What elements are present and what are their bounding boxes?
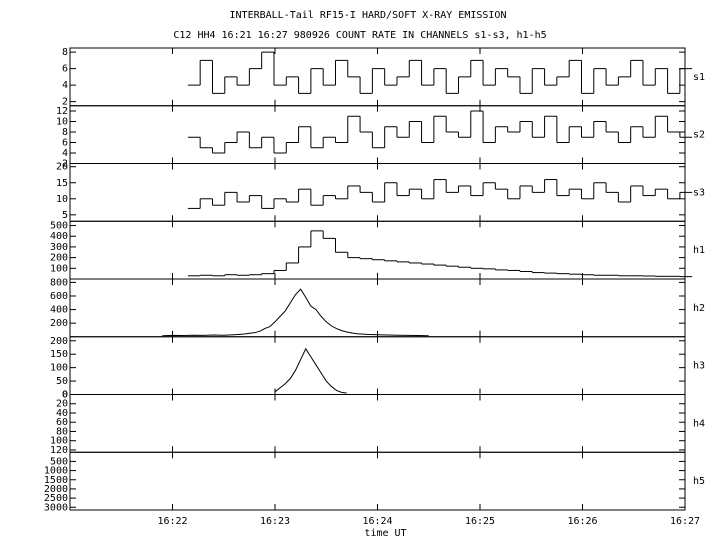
- y-tick-label: 400: [50, 305, 68, 316]
- step-riser: [199, 179, 681, 209]
- y-tick-label: 6: [62, 64, 68, 75]
- y-tick-label: 50: [56, 376, 68, 387]
- y-tick-label: 500: [50, 221, 68, 232]
- x-tick-label: 16:24: [362, 516, 392, 527]
- y-tick-label: 1500: [44, 475, 68, 486]
- y-tick-label: 2000: [44, 484, 68, 495]
- y-tick-label: 60: [56, 417, 68, 428]
- x-tick-label: 16:26: [567, 516, 597, 527]
- panel-label: h1: [693, 245, 705, 256]
- y-tick-label: 1000: [44, 466, 68, 477]
- y-tick-label: 20: [56, 399, 68, 410]
- panel-label: s2: [693, 130, 705, 141]
- y-tick-label: 100: [50, 263, 68, 274]
- panel-label: s1: [693, 72, 705, 83]
- y-tick-label: 150: [50, 349, 68, 360]
- y-tick-label: 100: [50, 436, 68, 447]
- y-tick-label: 200: [50, 336, 68, 347]
- y-tick-label: 80: [56, 426, 68, 437]
- y-tick-label: 100: [50, 363, 68, 374]
- x-axis-label: time UT: [364, 528, 406, 539]
- y-tick-label: 4: [62, 148, 68, 159]
- y-tick-label: 10: [56, 117, 68, 128]
- step-riser: [199, 52, 681, 94]
- y-tick-label: 4: [62, 80, 68, 91]
- y-tick-label: 200: [50, 253, 68, 264]
- y-tick-label: 12: [56, 106, 68, 117]
- y-tick-label: 20: [56, 162, 68, 173]
- y-tick-label: 10: [56, 194, 68, 205]
- y-tick-label: 5: [62, 210, 68, 221]
- y-tick-label: 6: [62, 138, 68, 149]
- data-line: [162, 288, 429, 337]
- chart-title: INTERBALL-Tail RF15-I HARD/SOFT X-RAY EM…: [230, 10, 507, 21]
- y-tick-label: 120: [50, 445, 68, 456]
- y-tick-label: 15: [56, 178, 68, 189]
- y-tick-label: 500: [50, 456, 68, 467]
- panel-label: s3: [693, 187, 705, 198]
- y-tick-label: 300: [50, 242, 68, 253]
- y-tick-label: 600: [50, 291, 68, 302]
- y-tick-label: 8: [62, 127, 68, 138]
- panel-label: h3: [693, 361, 705, 372]
- y-tick-label: 800: [50, 277, 68, 288]
- y-tick-label: 2: [62, 97, 68, 108]
- data-line: [274, 347, 347, 394]
- y-tick-label: 40: [56, 408, 68, 419]
- x-tick-label: 16:25: [465, 516, 495, 527]
- y-tick-label: 200: [50, 318, 68, 329]
- y-tick-label: 2500: [44, 493, 68, 504]
- y-tick-label: 3000: [44, 502, 68, 513]
- x-tick-label: 16:22: [157, 516, 187, 527]
- y-tick-label: 0: [62, 390, 68, 401]
- y-tick-label: 8: [62, 47, 68, 58]
- panel-label: h2: [693, 303, 705, 314]
- step-riser: [199, 111, 681, 153]
- y-tick-label: 400: [50, 231, 68, 242]
- x-tick-label: 16:27: [670, 516, 700, 527]
- y-tick-label: 2: [62, 159, 68, 170]
- chart-subtitle: C12 HH4 16:21 16:27 980926 COUNT RATE IN…: [173, 30, 546, 41]
- panel-label: h4: [693, 418, 705, 429]
- y-tick-label: 0: [62, 390, 68, 401]
- x-tick-label: 16:23: [260, 516, 290, 527]
- panel-label: h5: [693, 476, 705, 487]
